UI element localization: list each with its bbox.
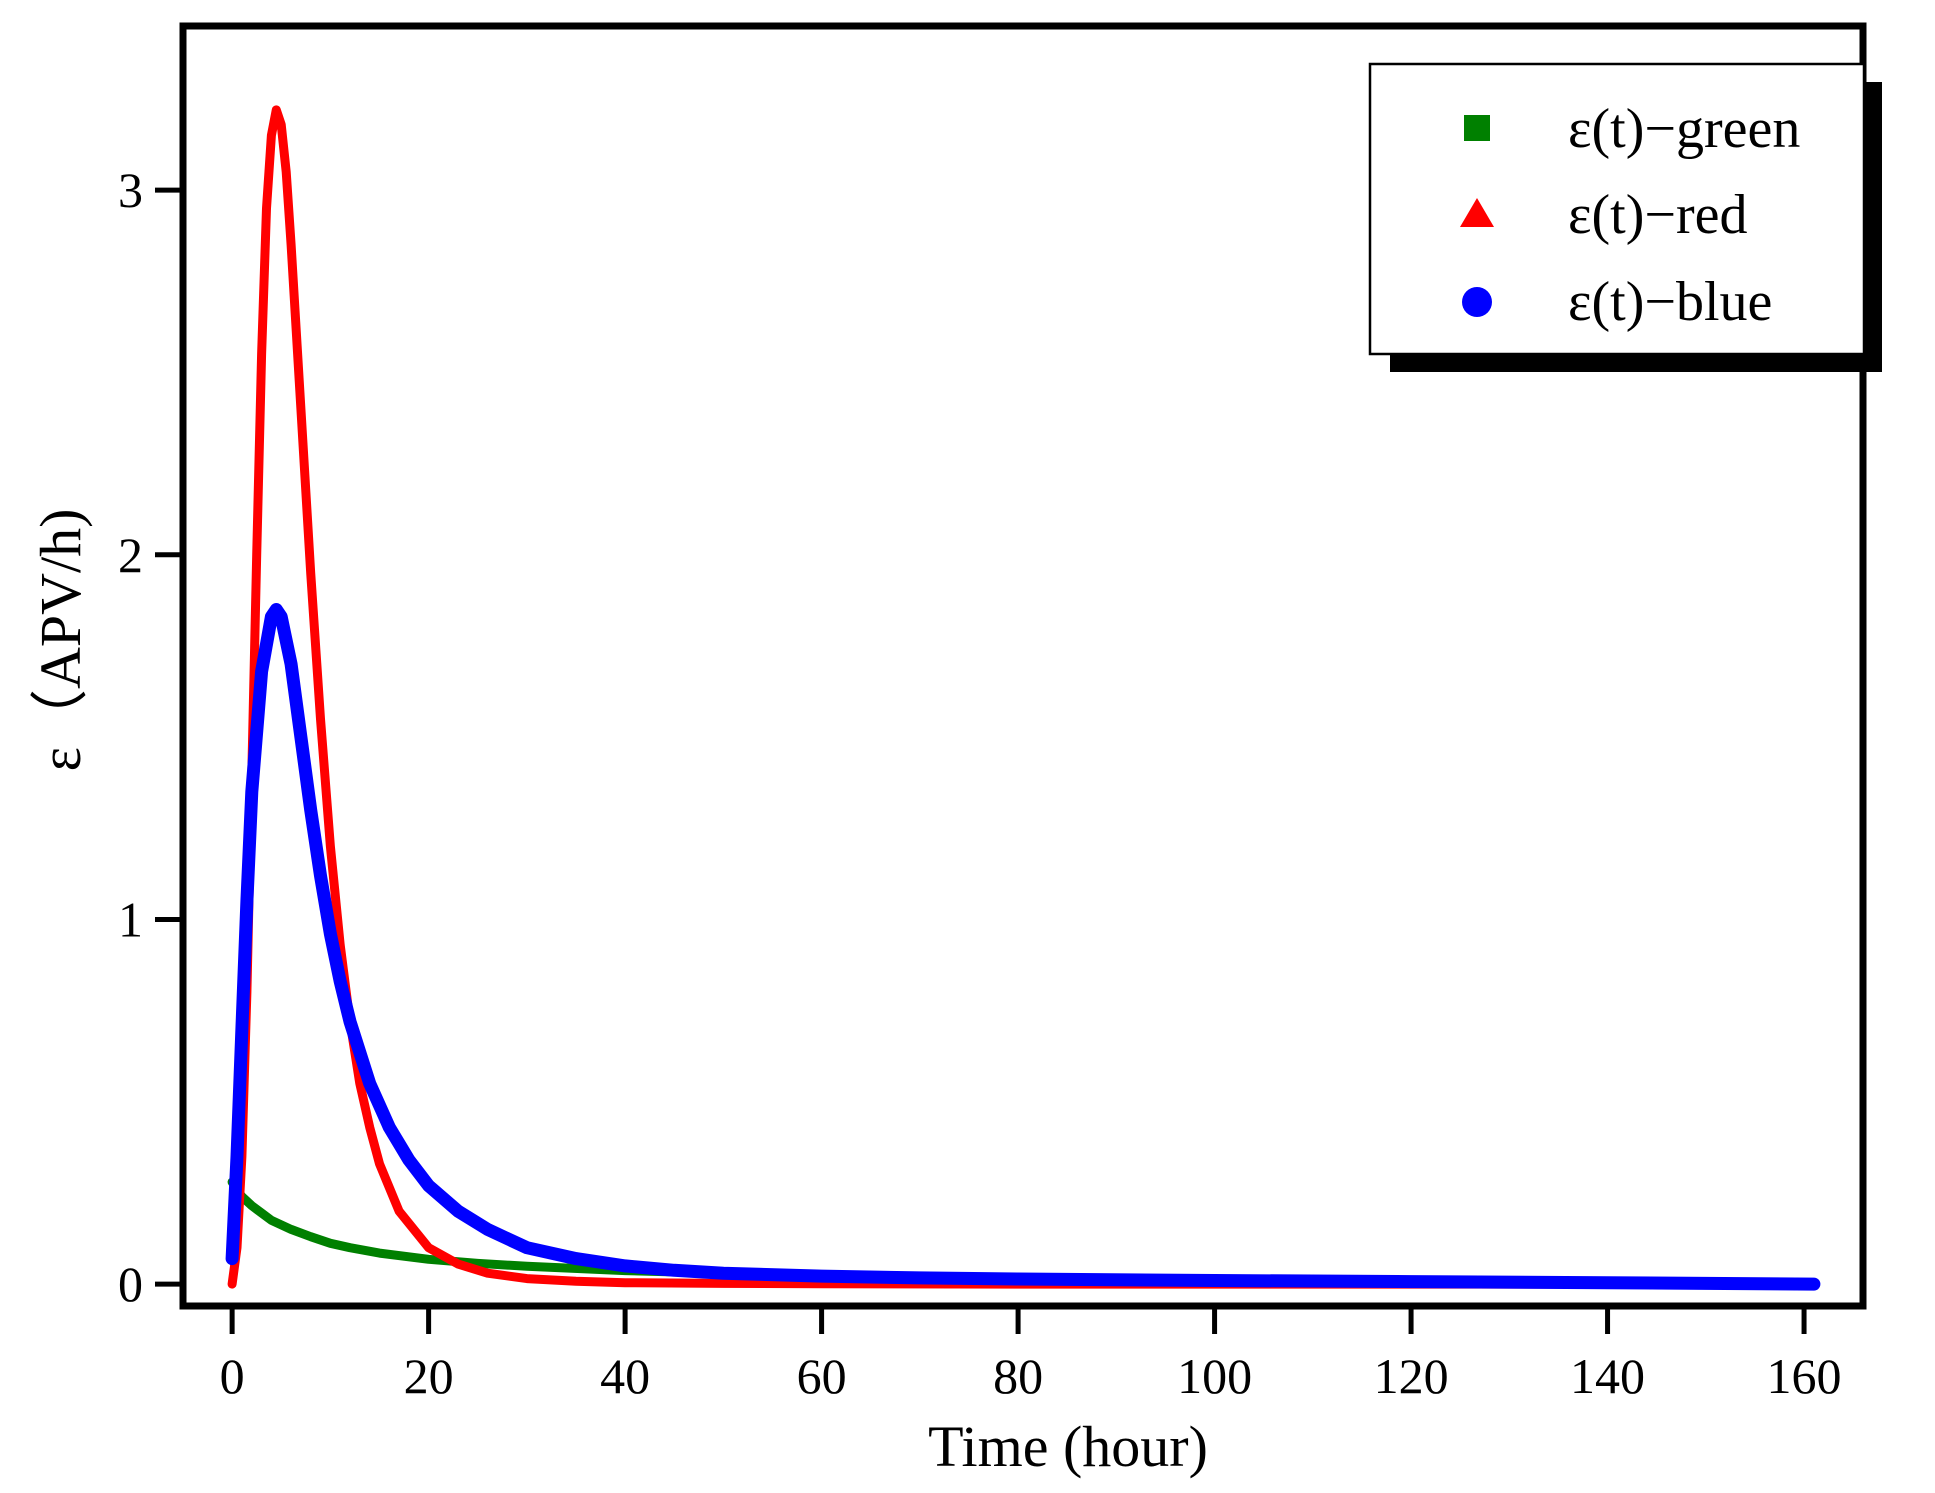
y-tick-label: 1 — [118, 891, 143, 947]
series-layer — [225, 105, 1821, 1291]
x-tick-label: 160 — [1767, 1348, 1842, 1404]
x-tick-label: 40 — [600, 1348, 650, 1404]
x-axis-title: Time (hour) — [928, 1414, 1208, 1479]
x-tick-label: 60 — [797, 1348, 847, 1404]
legend-label-green: ε(t)−green — [1568, 98, 1800, 160]
y-tick-label: 2 — [118, 527, 143, 583]
legend-box — [1368, 62, 1866, 356]
x-axis-ticks: 0 20 40 60 80 100 120 140 160 — [220, 1306, 1842, 1404]
legend-marker-blue — [1462, 287, 1492, 317]
legend: ε(t)−green ε(t)−red ε(t)−blue — [1368, 62, 1882, 372]
y-tick-label: 3 — [118, 162, 143, 218]
x-tick-label: 0 — [220, 1348, 245, 1404]
legend-marker-red — [1460, 198, 1494, 227]
y-axis-title: ε（APV/h) — [28, 509, 93, 772]
series-line-2 — [225, 603, 1821, 1291]
y-tick-label: 0 — [118, 1256, 143, 1312]
x-tick-label: 20 — [404, 1348, 454, 1404]
legend-marker-green — [1464, 115, 1490, 141]
x-tick-label: 140 — [1570, 1348, 1645, 1404]
x-tick-label: 120 — [1374, 1348, 1449, 1404]
plot-frame — [179, 22, 1867, 1310]
legend-label-blue: ε(t)−blue — [1568, 271, 1772, 333]
y-axis-ticks: 0 1 2 3 — [118, 162, 183, 1312]
x-tick-label: 100 — [1177, 1348, 1252, 1404]
x-tick-label: 80 — [993, 1348, 1043, 1404]
legend-label-red: ε(t)−red — [1568, 184, 1747, 246]
